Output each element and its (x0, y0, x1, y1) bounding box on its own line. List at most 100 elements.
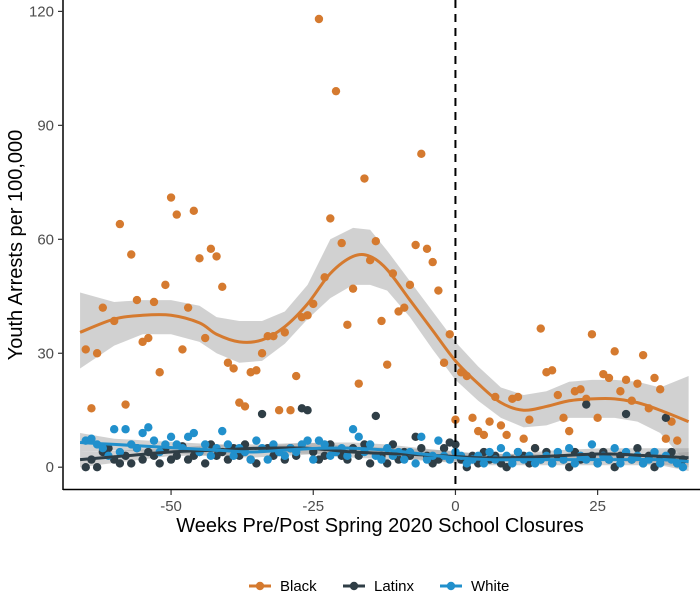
point-black (155, 368, 164, 377)
point-white (678, 463, 688, 472)
point-black (405, 280, 415, 290)
point-black (417, 149, 426, 159)
point-white (513, 447, 523, 457)
point-black (525, 415, 534, 424)
point-white (564, 444, 574, 453)
point-latinx (81, 463, 90, 472)
point-black (87, 404, 96, 413)
point-black (286, 406, 295, 415)
point-black (479, 430, 489, 440)
point-black (553, 390, 563, 400)
data-points (81, 14, 688, 472)
point-black (673, 436, 682, 445)
point-black (559, 413, 568, 423)
point-black (166, 193, 176, 202)
point-black (610, 347, 619, 356)
y-tick-label: 60 (37, 231, 54, 248)
point-white (343, 451, 352, 461)
point-black (229, 364, 238, 373)
point-black (638, 350, 648, 360)
legend: Black Latinx White (249, 578, 509, 592)
point-black (81, 345, 90, 354)
point-black (519, 434, 528, 443)
point-black (274, 406, 284, 415)
point-black (439, 358, 449, 367)
point-white (547, 459, 557, 468)
smooth-line-latinx (79, 446, 689, 462)
point-black (144, 333, 153, 343)
point-latinx (661, 413, 671, 423)
point-white (479, 459, 489, 468)
point-black (218, 282, 227, 291)
point-black (354, 379, 363, 388)
point-black (650, 373, 659, 383)
x-tick-label: -50 (160, 498, 182, 515)
point-black (564, 426, 574, 436)
point-white (121, 425, 130, 434)
point-black (189, 206, 199, 216)
point-white (570, 459, 580, 468)
point-black (513, 392, 523, 402)
point-black (576, 385, 585, 394)
point-white (229, 451, 238, 461)
point-black (115, 219, 125, 229)
point-latinx (417, 444, 426, 453)
y-tick-label: 90 (37, 117, 54, 134)
point-white (246, 455, 255, 464)
point-black (587, 330, 597, 339)
point-black (428, 257, 437, 267)
point-white (365, 440, 375, 449)
legend-label-black: Black (280, 578, 317, 592)
point-black (593, 413, 602, 423)
point-black (195, 254, 204, 263)
point-black (337, 238, 346, 248)
point-latinx (138, 455, 147, 464)
point-latinx (115, 459, 125, 468)
band-black (80, 227, 689, 466)
point-black (212, 252, 221, 261)
point-black (326, 214, 335, 223)
point-black (422, 244, 432, 253)
point-white (115, 447, 125, 457)
point-white (496, 444, 506, 453)
point-latinx (303, 406, 312, 415)
point-white (252, 436, 261, 445)
point-white (87, 434, 96, 443)
legend-label-latinx: Latinx (374, 578, 415, 592)
point-black (445, 330, 454, 339)
point-white (616, 459, 625, 468)
x-tick-label: 25 (589, 498, 606, 515)
y-tick-label: 30 (37, 345, 54, 362)
y-tick-label: 0 (46, 459, 54, 476)
point-latinx (155, 459, 164, 468)
point-white (303, 436, 312, 445)
point-white (377, 455, 386, 464)
point-white (354, 432, 363, 442)
point-black (348, 284, 358, 293)
point-black (382, 360, 392, 369)
point-black (303, 311, 312, 320)
point-black (252, 366, 261, 375)
point-black (661, 434, 671, 443)
point-black (536, 324, 545, 333)
point-white (434, 436, 443, 445)
point-black (371, 237, 381, 246)
point-black (121, 400, 130, 409)
point-black (240, 402, 250, 411)
point-latinx (582, 400, 591, 409)
legend-marker-latinx (349, 581, 359, 591)
point-black (633, 379, 642, 388)
point-white (280, 451, 290, 461)
point-black (223, 358, 233, 367)
point-white (309, 455, 318, 464)
point-white (166, 432, 176, 442)
point-black (451, 415, 460, 424)
point-white (485, 447, 494, 457)
point-black (149, 297, 159, 307)
axes (62, 0, 700, 491)
point-latinx (439, 444, 449, 453)
point-black (172, 210, 181, 219)
x-axis-title: Weeks Pre/Post Spring 2020 School Closur… (176, 515, 584, 537)
smooth-line-white (79, 441, 689, 464)
